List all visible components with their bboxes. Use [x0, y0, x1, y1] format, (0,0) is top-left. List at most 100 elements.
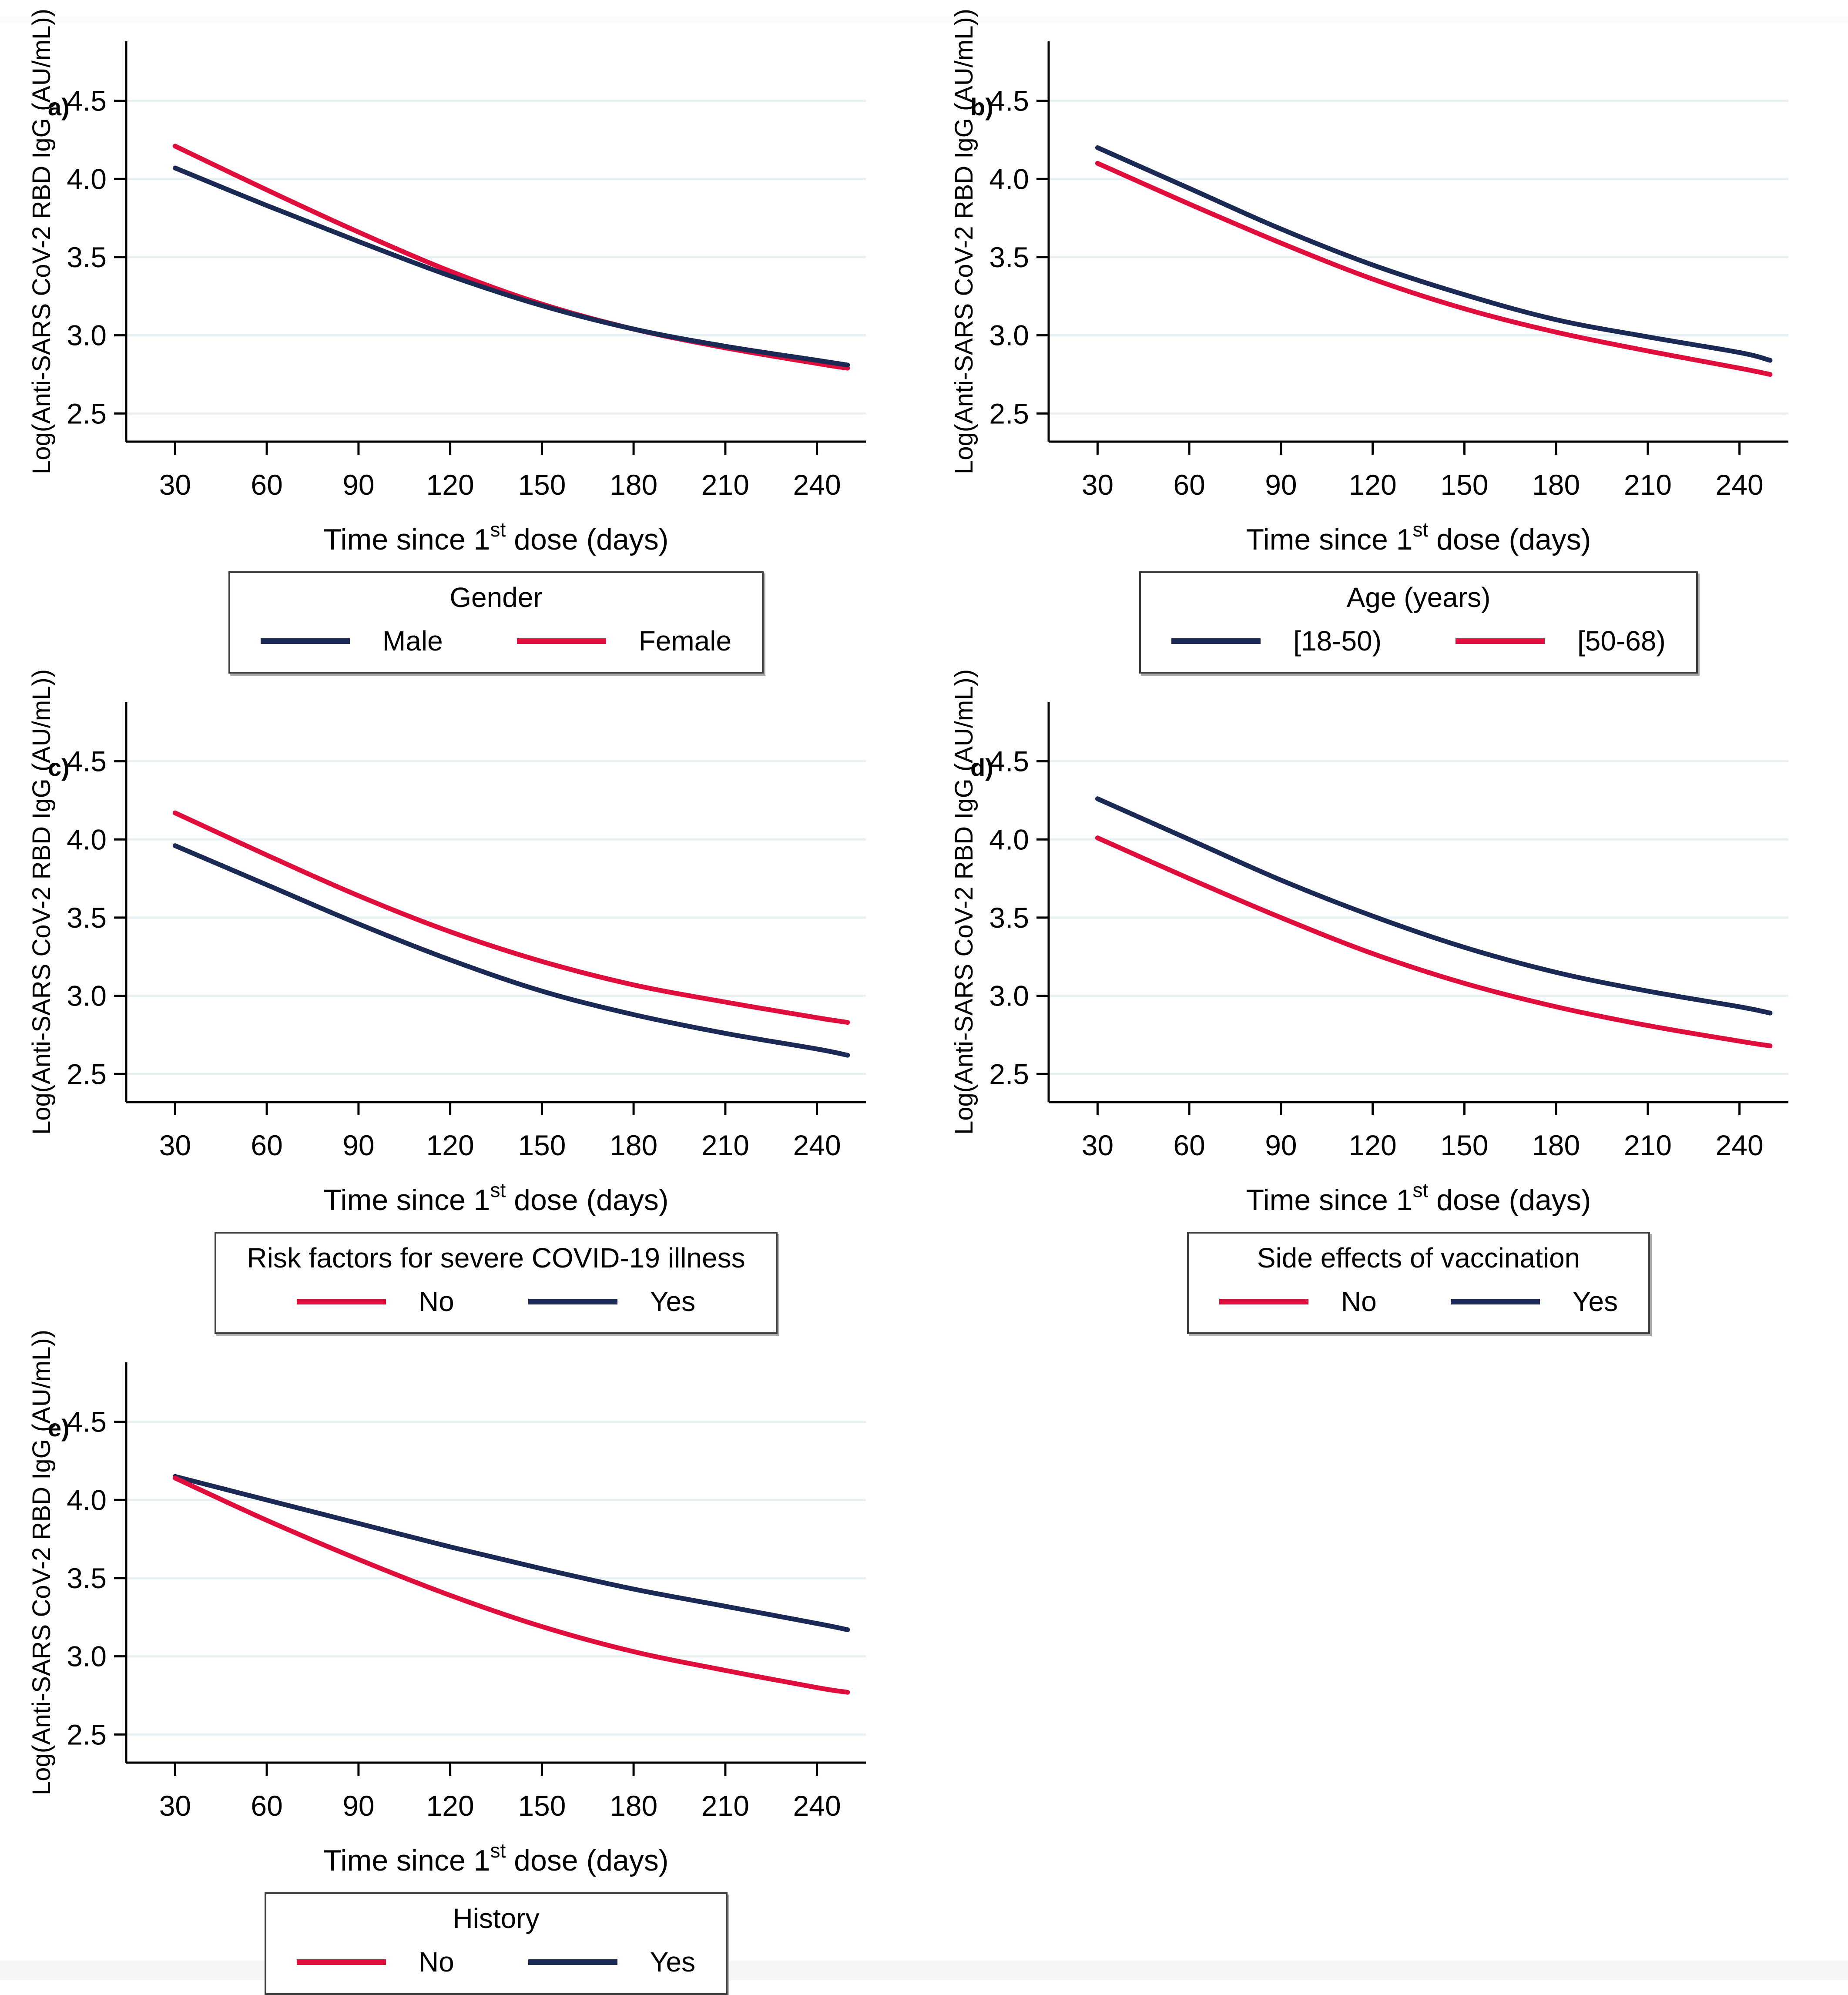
svg-text:60: 60: [251, 469, 282, 501]
svg-text:120: 120: [426, 1129, 474, 1161]
svg-text:Log(Anti-SARS CoV-2 RBD IgG (A: Log(Anti-SARS CoV-2 RBD IgG (AU/mL)): [27, 1330, 56, 1795]
legend-title: Side effects of vaccination: [1257, 1242, 1580, 1274]
line-chart-risk-factors: 2.5 3.0 3.5 4.0 4.5 30 60 90 120 150 180 210 240 Time…: [27, 669, 866, 1217]
svg-text:Log(Anti-SARS CoV-2 RBD IgG (A: Log(Anti-SARS CoV-2 RBD IgG (AU/mL)): [27, 9, 56, 474]
svg-text:4.5: 4.5: [67, 85, 107, 117]
legend-entry: Male: [260, 625, 443, 657]
svg-text:180: 180: [610, 469, 657, 501]
legend-label: [50-68): [1577, 625, 1666, 657]
legend-wrap-a: Gender Male Female: [26, 571, 875, 674]
svg-text:240: 240: [1716, 1129, 1764, 1161]
svg-text:30: 30: [1082, 469, 1113, 501]
legend-entry: Female: [517, 625, 731, 657]
legend-wrap-e: History No Yes: [26, 1892, 875, 1995]
legend-entries: No Yes: [296, 1946, 695, 1978]
panel-letter-b: b): [970, 93, 993, 121]
svg-text:210: 210: [701, 1129, 749, 1161]
svg-text:3.5: 3.5: [67, 902, 107, 934]
panel-letter-e: e): [48, 1414, 70, 1442]
svg-text:Time since 1st dose (days): Time since 1st dose (days): [324, 1839, 669, 1877]
svg-text:3.0: 3.0: [989, 319, 1029, 352]
svg-text:2.5: 2.5: [67, 397, 107, 429]
svg-text:2.5: 2.5: [67, 1058, 107, 1090]
svg-text:Time since 1st dose (days): Time since 1st dose (days): [1246, 518, 1591, 556]
legend-entries: Male Female: [260, 625, 731, 657]
svg-text:120: 120: [426, 469, 474, 501]
legend-age: Age (years) [18-50) [50-68): [1139, 571, 1698, 674]
svg-text:60: 60: [1173, 1129, 1205, 1161]
empty-grid-cell: [949, 1341, 1819, 1995]
legend-history: History No Yes: [264, 1892, 728, 1995]
svg-text:210: 210: [701, 1790, 749, 1822]
line-chart-gender: 2.5 3.0 3.5 4.0 4.5 30 60 90 120 150 180 210 240 Time…: [27, 9, 866, 556]
line-chart-age: 2.5 3.0 3.5 4.0 4.5 30 60 90 120 150 180 210 240 Time…: [950, 9, 1788, 556]
svg-text:150: 150: [518, 469, 566, 501]
svg-text:210: 210: [1624, 469, 1672, 501]
svg-text:4.5: 4.5: [989, 745, 1029, 778]
svg-text:30: 30: [159, 469, 191, 501]
panel-a: a) 2.5 3.0 3.5 4.0 4.5 30 60 90 120 150 180 210 240 T…: [26, 9, 896, 674]
legend-title: Gender: [449, 582, 543, 613]
legend-line-swatch: [1171, 638, 1261, 644]
svg-text:60: 60: [251, 1129, 282, 1161]
svg-text:Time since 1st dose (days): Time since 1st dose (days): [324, 518, 669, 556]
svg-text:90: 90: [342, 469, 374, 501]
svg-text:2.5: 2.5: [989, 397, 1029, 429]
svg-text:90: 90: [1265, 469, 1297, 501]
legend-line-swatch: [260, 638, 350, 644]
legend-label: Yes: [650, 1946, 696, 1978]
svg-text:120: 120: [426, 1790, 474, 1822]
svg-text:150: 150: [518, 1129, 566, 1161]
legend-line-swatch: [528, 1959, 617, 1965]
svg-text:180: 180: [1532, 469, 1580, 501]
legend-line-swatch: [296, 1959, 386, 1965]
legend-entries: No Yes: [247, 1286, 745, 1318]
legend-line-swatch: [517, 638, 606, 644]
svg-text:210: 210: [701, 469, 749, 501]
svg-text:3.5: 3.5: [67, 241, 107, 273]
svg-text:30: 30: [159, 1129, 191, 1161]
legend-risk-factors: Risk factors for severe COVID-19 illness…: [215, 1232, 778, 1334]
svg-text:120: 120: [1349, 469, 1397, 501]
svg-text:90: 90: [342, 1790, 374, 1822]
svg-text:240: 240: [1716, 469, 1764, 501]
svg-text:2.5: 2.5: [67, 1719, 107, 1751]
svg-text:4.0: 4.0: [989, 824, 1029, 856]
svg-text:3.5: 3.5: [989, 902, 1029, 934]
svg-text:3.0: 3.0: [67, 980, 107, 1012]
legend-side-effects: Side effects of vaccination No Yes: [1187, 1232, 1650, 1334]
svg-text:30: 30: [1082, 1129, 1113, 1161]
svg-text:3.5: 3.5: [989, 241, 1029, 273]
svg-text:180: 180: [610, 1790, 657, 1822]
svg-text:180: 180: [610, 1129, 657, 1161]
svg-text:90: 90: [342, 1129, 374, 1161]
svg-text:150: 150: [518, 1790, 566, 1822]
legend-label: [18-50): [1293, 625, 1382, 657]
legend-line-swatch: [1456, 638, 1545, 644]
legend-gender: Gender Male Female: [228, 571, 764, 674]
svg-text:Time since 1st dose (days): Time since 1st dose (days): [324, 1179, 669, 1217]
legend-entry: Yes: [1450, 1286, 1618, 1318]
legend-line-swatch: [1219, 1299, 1308, 1305]
legend-entry: Yes: [528, 1946, 695, 1978]
svg-text:3.0: 3.0: [67, 1640, 107, 1673]
svg-text:90: 90: [1265, 1129, 1297, 1161]
legend-title: Age (years): [1346, 582, 1491, 613]
svg-text:120: 120: [1349, 1129, 1397, 1161]
svg-text:Log(Anti-SARS CoV-2 RBD IgG (A: Log(Anti-SARS CoV-2 RBD IgG (AU/mL)): [950, 669, 978, 1135]
svg-text:60: 60: [251, 1790, 282, 1822]
svg-text:4.0: 4.0: [67, 1484, 107, 1516]
svg-text:2.5: 2.5: [989, 1058, 1029, 1090]
legend-line-swatch: [528, 1299, 617, 1305]
legend-title: History: [453, 1903, 540, 1935]
svg-text:180: 180: [1532, 1129, 1580, 1161]
panel-b: b) 2.5 3.0 3.5 4.0 4.5 30 60 90 120 150 180 210 240 T…: [949, 9, 1819, 674]
svg-text:30: 30: [159, 1790, 191, 1822]
legend-entry: No: [1219, 1286, 1377, 1318]
svg-text:210: 210: [1624, 1129, 1672, 1161]
svg-text:150: 150: [1440, 469, 1488, 501]
svg-text:Time since 1st dose (days): Time since 1st dose (days): [1246, 1179, 1591, 1217]
legend-label: Male: [382, 625, 443, 657]
legend-label: No: [418, 1946, 454, 1978]
